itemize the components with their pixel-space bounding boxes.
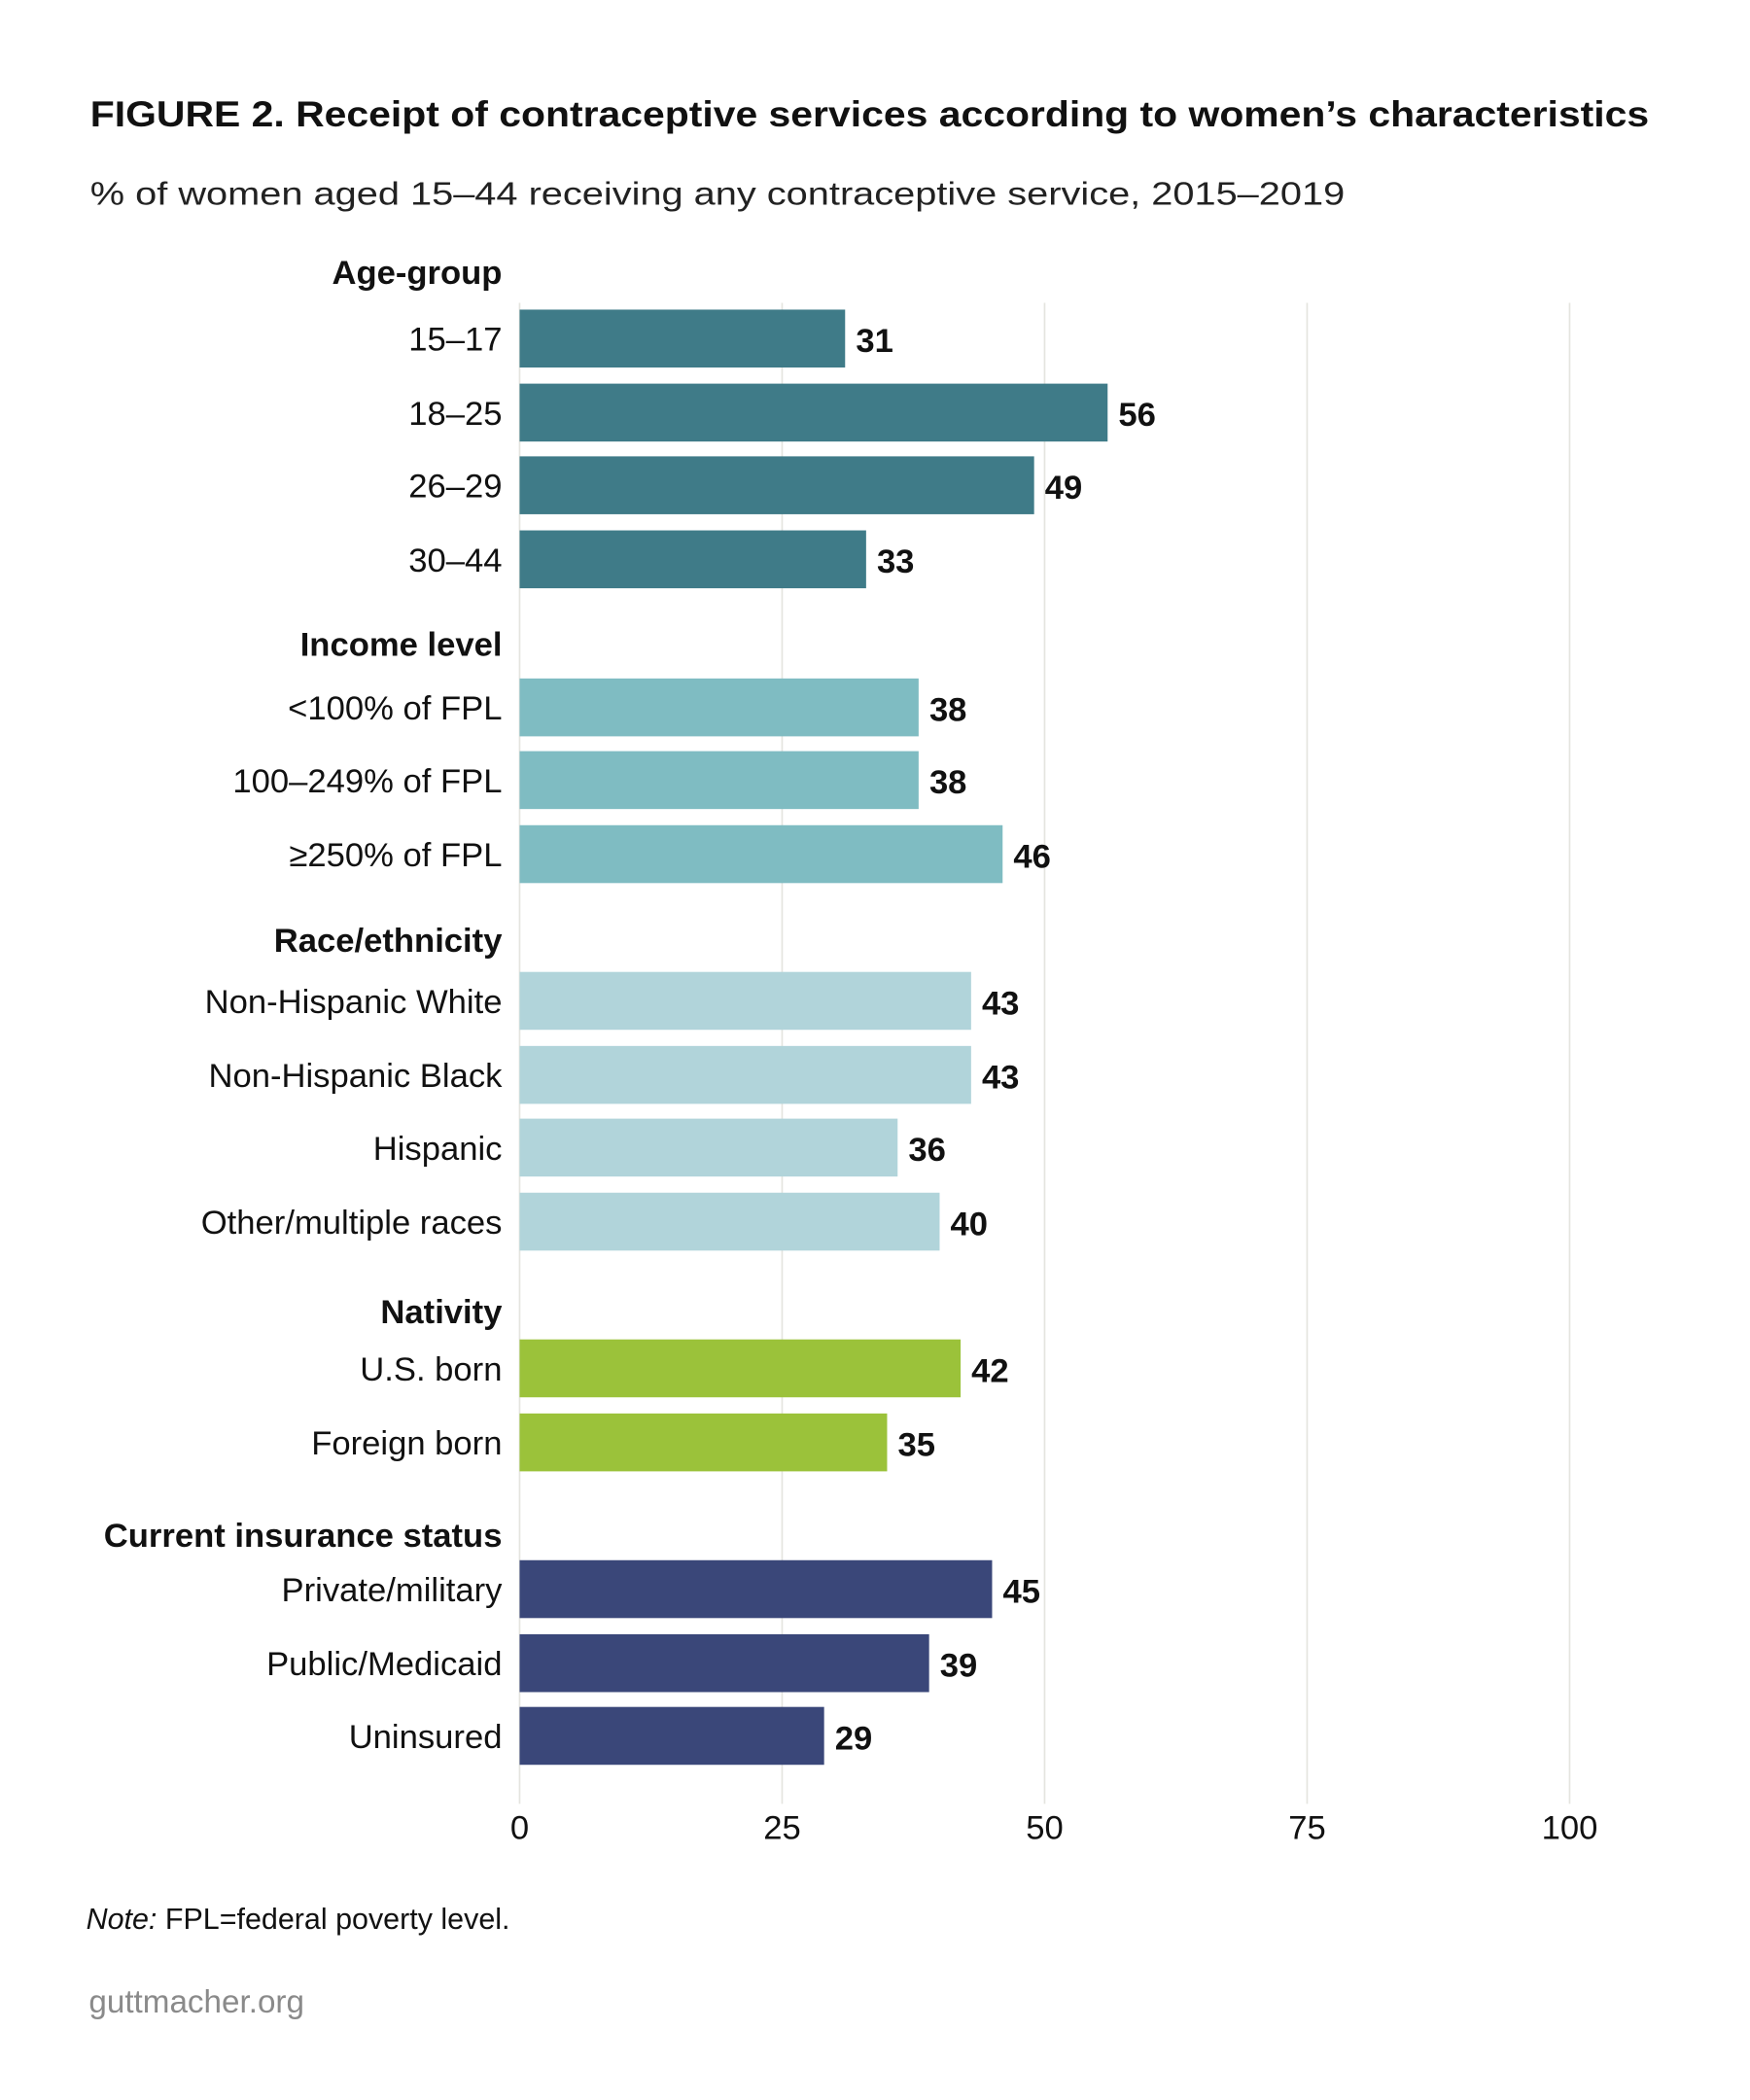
category-label: Non-Hispanic Black bbox=[208, 1058, 503, 1095]
bar bbox=[519, 309, 846, 368]
note-text: FPL=federal poverty level. bbox=[157, 1903, 509, 1936]
category-label: <100% of FPL bbox=[288, 690, 502, 727]
value-label: 40 bbox=[951, 1206, 989, 1242]
value-label: 56 bbox=[1118, 397, 1155, 434]
category-label: Foreign born bbox=[311, 1425, 502, 1462]
x-tick-label: 25 bbox=[763, 1809, 801, 1846]
category-label: ≥250% of FPL bbox=[289, 837, 502, 874]
bar bbox=[519, 1339, 962, 1398]
value-label: 46 bbox=[1013, 838, 1050, 875]
note: Note: FPL=federal poverty level. bbox=[87, 1903, 510, 1936]
value-label: 43 bbox=[982, 1059, 1020, 1096]
bar bbox=[519, 751, 919, 810]
bar bbox=[519, 1633, 929, 1693]
category-label: Non-Hispanic White bbox=[205, 984, 503, 1021]
value-label: 29 bbox=[835, 1720, 873, 1757]
category-label: Private/military bbox=[282, 1572, 504, 1609]
bar bbox=[519, 1192, 940, 1251]
bar bbox=[519, 1045, 971, 1104]
group-4: Current insurance status Private/military… bbox=[104, 1518, 1041, 1766]
group-2: Race/ethnicity Non-Hispanic White 43 Non-Hi… bbox=[201, 923, 1020, 1251]
category-label: 30–44 bbox=[408, 542, 502, 579]
x-tick-label: 100 bbox=[1542, 1809, 1598, 1846]
value-label: 36 bbox=[908, 1132, 946, 1169]
category-label: U.S. born bbox=[360, 1351, 502, 1388]
group-label: Income level bbox=[300, 626, 503, 663]
value-label: 45 bbox=[1003, 1573, 1041, 1610]
category-label: 26–29 bbox=[408, 469, 502, 506]
value-label: 49 bbox=[1045, 470, 1082, 507]
bar bbox=[519, 1706, 824, 1766]
category-label: 15–17 bbox=[408, 322, 502, 359]
value-label: 38 bbox=[929, 764, 967, 801]
value-label: 42 bbox=[971, 1352, 1009, 1389]
group-label: Age-group bbox=[332, 255, 503, 292]
value-label: 39 bbox=[940, 1648, 978, 1685]
group-3: Nativity U.S. born 42 Foreign born 35 bbox=[311, 1294, 1009, 1472]
value-label: 38 bbox=[929, 691, 967, 728]
x-tick-label: 75 bbox=[1288, 1809, 1326, 1846]
value-label: 31 bbox=[856, 323, 893, 360]
bar bbox=[519, 1413, 888, 1472]
value-label: 35 bbox=[898, 1426, 936, 1463]
x-axis-ticks: 0 25 50 75 100 bbox=[510, 1809, 1598, 1846]
bar bbox=[519, 383, 1108, 442]
category-label: Uninsured bbox=[349, 1719, 503, 1756]
group-0: Age-group 15–17 31 18–25 56 26–29 49 30–44 33 bbox=[332, 255, 1156, 589]
category-label: 18–25 bbox=[408, 396, 502, 433]
group-label: Nativity bbox=[380, 1294, 503, 1331]
bar bbox=[519, 1118, 898, 1177]
group-label: Current insurance status bbox=[104, 1518, 503, 1555]
bar bbox=[519, 824, 1003, 884]
group-label: Race/ethnicity bbox=[274, 923, 503, 960]
source-logo-text: guttmacher.org bbox=[88, 1984, 304, 2020]
value-label: 33 bbox=[877, 543, 915, 580]
note-label: Note: bbox=[87, 1903, 158, 1936]
bars: Age-group 15–17 31 18–25 56 26–29 49 30–44 33 Inc… bbox=[104, 255, 1156, 1766]
category-label: 100–249% of FPL bbox=[232, 763, 502, 800]
bar bbox=[519, 678, 919, 737]
bar bbox=[519, 530, 866, 589]
x-tick-label: 0 bbox=[510, 1809, 529, 1846]
bar bbox=[519, 971, 971, 1031]
value-label: 43 bbox=[982, 985, 1020, 1022]
group-1: Income level <100% of FPL 38 100–249% of FP… bbox=[232, 626, 1051, 884]
category-label: Hispanic bbox=[373, 1131, 503, 1168]
chart-subtitle: % of women aged 15–44 receiving any cont… bbox=[90, 176, 1345, 212]
bar bbox=[519, 1559, 993, 1619]
category-label: Other/multiple races bbox=[201, 1205, 503, 1242]
category-label: Public/Medicaid bbox=[266, 1646, 502, 1683]
x-tick-label: 50 bbox=[1026, 1809, 1064, 1846]
bar bbox=[519, 456, 1034, 514]
chart-title: FIGURE 2. Receipt of contraceptive servi… bbox=[90, 93, 1649, 134]
